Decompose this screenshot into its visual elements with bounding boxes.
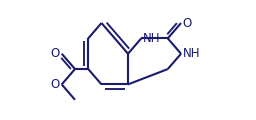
Text: NH: NH <box>183 47 200 60</box>
Text: O: O <box>183 17 192 30</box>
Text: NH: NH <box>143 32 161 45</box>
Text: O: O <box>51 47 60 60</box>
Text: O: O <box>51 78 60 91</box>
